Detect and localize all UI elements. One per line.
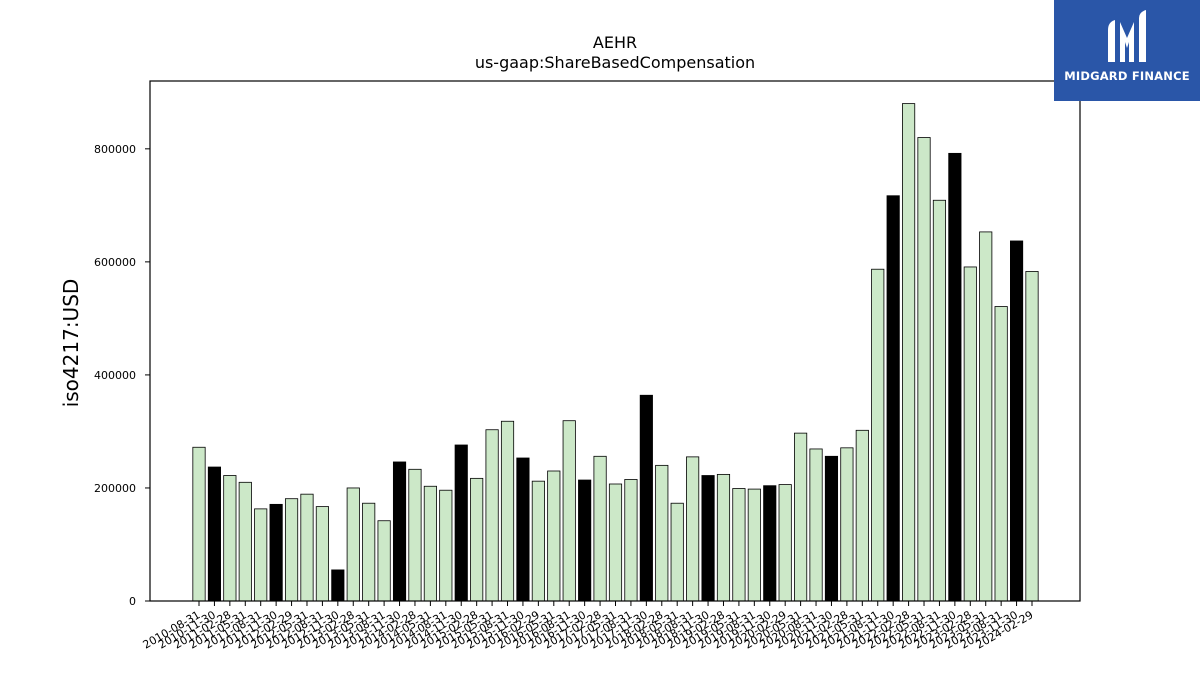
bar: [624, 479, 638, 602]
chart-title: AEHR: [593, 33, 637, 52]
bar: [778, 484, 792, 602]
bar: [470, 477, 484, 602]
bar: [608, 483, 623, 602]
bar: [392, 461, 407, 602]
bar: [655, 464, 669, 602]
bar: [963, 266, 977, 602]
bar: [902, 103, 916, 602]
bar: [485, 429, 499, 602]
bar: [747, 488, 761, 602]
bar: [979, 231, 993, 602]
bar: [917, 137, 931, 602]
logo-mark-icon: [1108, 10, 1146, 62]
bar: [346, 487, 360, 602]
bar: [855, 429, 869, 602]
bar: [377, 520, 391, 602]
bar: [763, 485, 777, 602]
logo-text: MIDGARD FINANCE: [1064, 69, 1190, 83]
bar: [547, 470, 561, 602]
bar: [284, 498, 299, 602]
bar: [840, 447, 854, 602]
bar: [639, 394, 653, 602]
bars-group: [192, 103, 1039, 602]
x-axis-ticks: 2010-08-312010-11-302011-02-282011-05-31…: [141, 601, 1036, 652]
bar: [871, 268, 885, 602]
bar: [994, 306, 1008, 602]
bar: [593, 455, 607, 602]
bar: [192, 446, 206, 602]
bar: [578, 479, 592, 602]
bar: [886, 195, 900, 602]
y-tick-label: 0: [129, 595, 136, 608]
y-tick-label: 400000: [94, 369, 136, 382]
bar: [1010, 240, 1024, 602]
bar: [516, 457, 530, 602]
bar: [254, 508, 268, 602]
y-tick-label: 600000: [94, 256, 136, 269]
bar: [732, 488, 746, 602]
y-tick-label: 800000: [94, 143, 136, 156]
bar: [238, 481, 252, 602]
chart-subtitle: us-gaap:ShareBasedCompensation: [475, 53, 755, 72]
bar: [500, 420, 515, 602]
bar: [686, 456, 700, 602]
bar: [948, 152, 962, 602]
bar: [824, 455, 839, 602]
brand-logo: MIDGARD FINANCE: [1054, 0, 1200, 101]
bar: [794, 432, 808, 602]
y-axis-ticks: 0 200000 400000 600000 800000: [94, 143, 150, 608]
y-axis-label: iso4217:USD: [59, 279, 83, 408]
y-tick-label: 200000: [94, 482, 136, 495]
bar: [809, 448, 823, 602]
bar: [454, 444, 468, 602]
bar: [362, 502, 376, 602]
bar: [269, 503, 283, 602]
bar: [439, 489, 453, 602]
bar: [1025, 271, 1039, 602]
bar: [408, 468, 422, 602]
bar: [423, 485, 437, 602]
plot-frame: [149, 80, 1081, 602]
bar: [207, 466, 221, 602]
bar: [932, 199, 947, 602]
bar: [331, 569, 345, 602]
bar: [300, 493, 314, 602]
bar: [716, 473, 731, 602]
bar: [531, 480, 545, 602]
bar: [670, 502, 684, 602]
bar: [701, 475, 715, 602]
bar: [315, 506, 329, 602]
bar: [223, 475, 237, 602]
bar: [562, 420, 576, 602]
